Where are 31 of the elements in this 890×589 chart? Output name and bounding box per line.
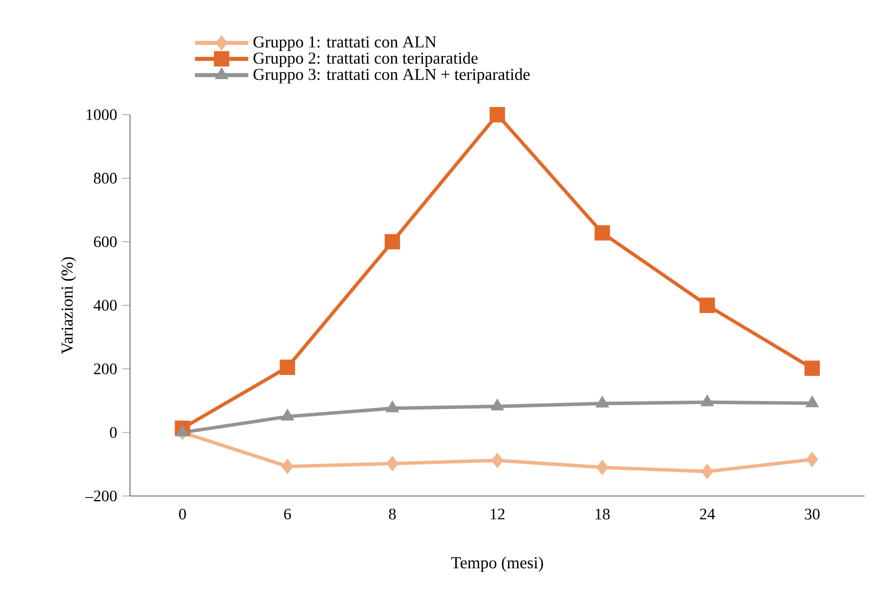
y-tick-label: 800 — [94, 172, 117, 184]
point — [280, 360, 296, 375]
y-tick-label: 400 — [94, 300, 117, 311]
x-tick-label: 8 — [388, 508, 396, 520]
y-tick-label: –200 — [85, 490, 117, 502]
point — [282, 458, 294, 474]
x-axis-title: Tempo (mesi) — [451, 556, 543, 572]
legend-label: Gruppo 3: trattati con ALN + teriparatide — [254, 68, 530, 84]
point — [490, 106, 506, 122]
x-tick-label: 18 — [596, 508, 610, 520]
y-axis-title: Variazioni (%) — [61, 257, 76, 354]
y-tick-label: 200 — [94, 363, 117, 374]
point — [386, 456, 398, 472]
point — [594, 225, 610, 241]
point — [384, 234, 400, 250]
x-tick-label: 30 — [804, 508, 820, 520]
point — [701, 464, 714, 480]
point — [700, 298, 715, 313]
x-tick-label: 24 — [700, 508, 715, 520]
x-tick-label: 12 — [490, 508, 504, 520]
y-tick-label: 600 — [94, 236, 117, 248]
point — [806, 452, 818, 468]
x-tick-label: 6 — [284, 508, 291, 520]
legend-label: Gruppo 1: trattati con ALN — [254, 36, 436, 51]
y-tick-label: 1000 — [86, 109, 117, 120]
point — [804, 360, 820, 376]
y-tick-label: 0 — [110, 427, 117, 438]
x-tick-label: 0 — [179, 508, 186, 520]
legend-label: Gruppo 2: trattati con teriparatide — [254, 52, 478, 68]
point — [596, 460, 608, 476]
point — [492, 452, 504, 468]
